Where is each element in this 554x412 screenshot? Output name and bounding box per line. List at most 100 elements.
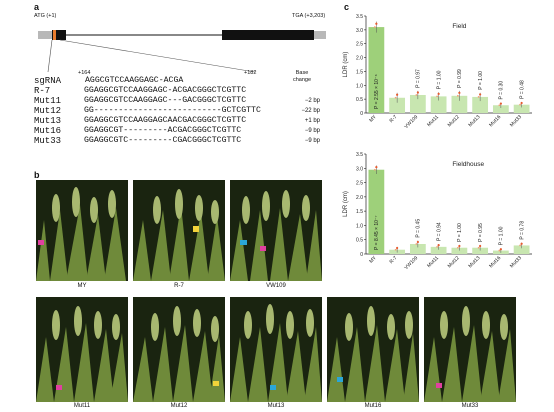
panel-c-label: c xyxy=(344,2,350,12)
bar xyxy=(409,94,426,113)
photo-r7 xyxy=(133,180,225,281)
y-tick-label: 2.0 xyxy=(356,56,363,62)
bar xyxy=(430,246,447,254)
y-tick-label: 0.5 xyxy=(356,97,363,103)
sgrna-target-mark xyxy=(53,30,56,40)
caption-mut16: Mut16 xyxy=(364,403,382,409)
data-point xyxy=(373,26,376,28)
sequence: GG--------------------------GCTCGTTC xyxy=(84,106,261,115)
p-value-annotation: P = 2.55 × 10⁻⁶ xyxy=(374,74,380,109)
bar xyxy=(430,96,447,113)
photo-mut13 xyxy=(230,297,322,402)
sequence-name: R-7 xyxy=(34,86,51,96)
data-point xyxy=(499,102,502,105)
wheat-image-vw109 xyxy=(230,180,322,281)
category-label: R-7 xyxy=(389,255,399,265)
y-tick-label: 3.0 xyxy=(356,28,363,34)
category-label: VW109 xyxy=(403,255,419,271)
p-value-annotation: P = 1.00 xyxy=(478,71,484,90)
category-label: MY xyxy=(368,255,378,265)
photo-mut11 xyxy=(36,297,128,402)
bar xyxy=(492,105,509,113)
sequence: GGAGGCGTCCAAGGAGCAACGACGGGCTCGTTC xyxy=(84,116,247,125)
category-label: Mut33 xyxy=(509,255,523,269)
bar xyxy=(472,96,489,113)
photo-my xyxy=(36,180,128,281)
p-value-annotation: P = 1.00 xyxy=(499,226,505,245)
exon-1 xyxy=(52,30,66,40)
p-value-annotation: P = 0.78 xyxy=(519,221,525,240)
p-value-annotation: P = 0.99 xyxy=(457,69,463,88)
data-point xyxy=(519,244,522,247)
sequence: AGGCGTCCAAGGAGC-ACGA xyxy=(85,76,184,85)
bar xyxy=(513,104,530,113)
data-point xyxy=(520,101,523,105)
chart-title: Field xyxy=(452,23,466,30)
data-point xyxy=(477,96,480,98)
zoom-line-right xyxy=(59,39,256,73)
base-change: −2 bp xyxy=(304,98,320,104)
utr-3 xyxy=(314,31,326,39)
category-label: MY xyxy=(368,114,378,124)
category-label: VW109 xyxy=(403,114,419,130)
data-point xyxy=(436,95,439,98)
y-tick-label: 1.5 xyxy=(356,209,363,215)
wheat-image-my xyxy=(36,180,128,281)
data-point xyxy=(394,248,397,251)
sequence-name: Mut12 xyxy=(34,106,62,116)
bar xyxy=(451,95,468,113)
p-value-annotation: P = 0.45 xyxy=(416,219,422,238)
p-value-annotation: P = 8.45 × 10⁻⁷ xyxy=(374,215,380,250)
caption-mut33: Mut33 xyxy=(461,403,479,409)
data-point xyxy=(437,92,440,95)
sequence-name: Mut13 xyxy=(34,116,62,126)
bar xyxy=(389,97,406,113)
chart-field: 0 0.5 1.0 1.5 2.0 2.5 3.0 3.5 LDR (cm) Field MY P =… xyxy=(343,14,532,130)
category-label: Mut16 xyxy=(488,255,502,269)
zoom-line-left xyxy=(47,39,53,73)
photo-mut33 xyxy=(424,297,516,402)
data-point xyxy=(396,93,399,96)
gene-structure-diagram xyxy=(38,30,326,73)
photo-vw109 xyxy=(230,180,322,281)
base-change: −9 bp xyxy=(304,138,320,144)
p-value-annotation: P = 0.95 xyxy=(478,223,484,242)
sequence-name: Mut16 xyxy=(34,126,62,136)
p-value-annotation: P = 0.97 xyxy=(416,69,422,88)
data-point xyxy=(498,249,501,252)
category-label: Mut16 xyxy=(488,114,502,128)
panel-a-label: a xyxy=(34,2,40,12)
data-point xyxy=(520,242,523,245)
sequence: GGAGGCGTCCAAGGAGC-ACGACGGGCTCGTTC xyxy=(84,86,247,95)
photo-mut16 xyxy=(327,297,419,402)
bar xyxy=(513,245,530,254)
position-right: +182 xyxy=(244,70,257,76)
panel-b-label: b xyxy=(34,170,40,180)
bar xyxy=(451,247,468,254)
sequence: GGAGGCGTC---------CGACGGGCTCGTTC xyxy=(84,136,242,145)
data-point xyxy=(394,96,397,99)
category-label: R-7 xyxy=(389,114,399,124)
wheat-image-mut16 xyxy=(327,297,419,402)
caption-my: MY xyxy=(77,283,87,289)
data-point xyxy=(456,246,459,249)
utr-5 xyxy=(38,31,52,39)
photo-mut12 xyxy=(133,297,225,402)
position-left: +164 xyxy=(78,70,91,76)
data-point xyxy=(519,103,522,106)
data-point xyxy=(373,168,376,171)
y-tick-label: 3.5 xyxy=(356,152,363,158)
data-point xyxy=(415,243,418,245)
wheat-image-mut12 xyxy=(133,297,225,402)
y-tick-label: 1.0 xyxy=(356,223,363,229)
data-point xyxy=(416,91,419,94)
data-point xyxy=(479,244,482,248)
y-tick-label: 0 xyxy=(360,252,363,258)
base-change-header: Base change xyxy=(292,70,312,83)
y-tick-label: 3.5 xyxy=(356,14,363,20)
chart-title: Fieldhouse xyxy=(452,161,484,168)
y-axis-label: LDR (cm) xyxy=(343,191,349,217)
caption-r7: R-7 xyxy=(174,283,184,289)
y-tick-label: 0.5 xyxy=(356,238,363,244)
data-point xyxy=(416,240,419,244)
